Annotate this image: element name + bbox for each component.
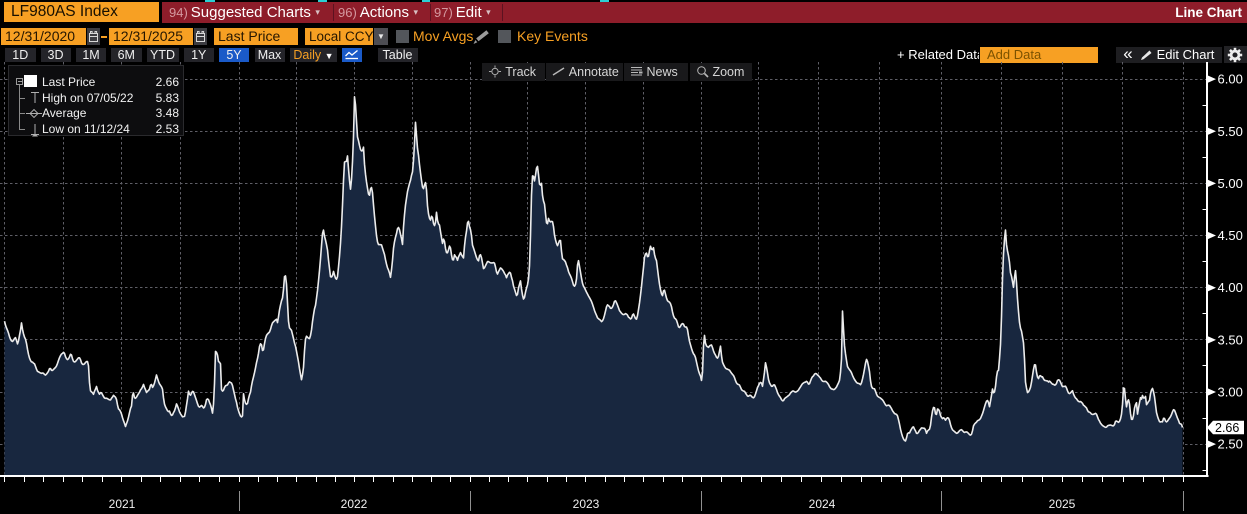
svg-text:6.00: 6.00 xyxy=(1218,72,1243,87)
svg-text:5.50: 5.50 xyxy=(1218,124,1243,139)
svg-text:3.50: 3.50 xyxy=(1218,332,1243,347)
svg-text:5.00: 5.00 xyxy=(1218,176,1243,191)
svg-text:4.50: 4.50 xyxy=(1218,228,1243,243)
svg-text:2023: 2023 xyxy=(573,497,600,511)
svg-text:4.00: 4.00 xyxy=(1218,280,1243,295)
svg-text:2.66: 2.66 xyxy=(1215,421,1239,435)
svg-text:2021: 2021 xyxy=(109,497,136,511)
svg-text:2022: 2022 xyxy=(341,497,368,511)
svg-text:3.00: 3.00 xyxy=(1218,385,1243,400)
svg-text:2024: 2024 xyxy=(809,497,836,511)
svg-text:2025: 2025 xyxy=(1049,497,1076,511)
svg-text:2.50: 2.50 xyxy=(1218,437,1243,452)
